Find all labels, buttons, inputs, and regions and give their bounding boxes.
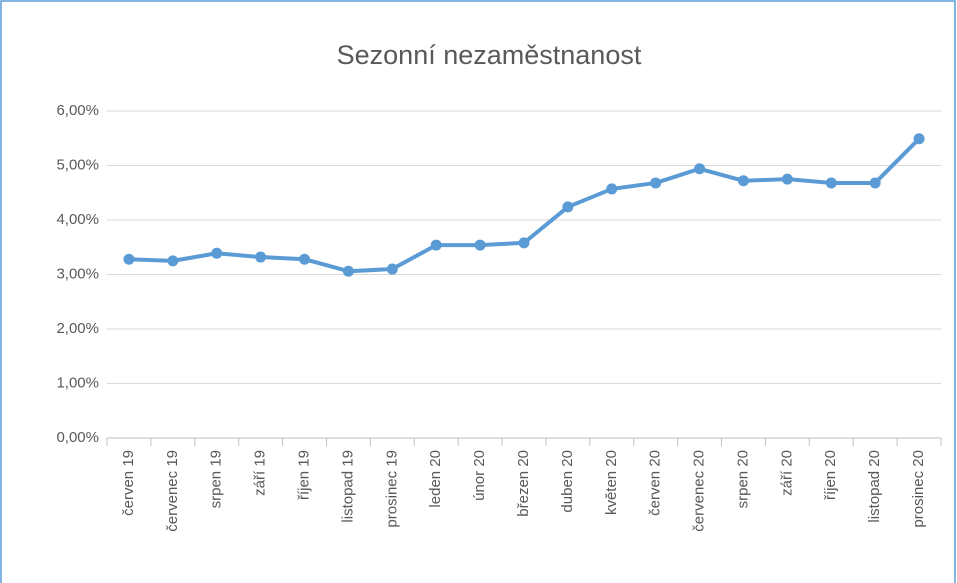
data-point: [737, 175, 749, 187]
x-tick-label: říjen 19: [295, 450, 312, 500]
data-point: [299, 253, 311, 265]
x-tick-label: listopad 20: [866, 450, 883, 523]
x-tick-label: červenec 20: [691, 450, 708, 532]
x-tick-label: květen 20: [603, 450, 620, 515]
x-tick-label: duben 20: [559, 450, 576, 513]
data-point: [342, 265, 354, 277]
data-point: [430, 239, 442, 251]
x-tick-label: červen 20: [647, 450, 664, 516]
data-point: [562, 201, 574, 213]
y-tick-label: 4,00%: [56, 211, 99, 228]
data-point: [123, 253, 135, 265]
data-point: [518, 237, 530, 249]
data-point: [606, 183, 618, 195]
data-point: [913, 133, 925, 145]
data-point: [869, 177, 881, 189]
data-point: [167, 255, 179, 267]
y-tick-label: 5,00%: [56, 156, 99, 173]
data-point: [474, 239, 486, 251]
y-tick-label: 6,00%: [56, 102, 99, 119]
y-tick-label: 3,00%: [56, 265, 99, 282]
x-tick-label: leden 20: [427, 450, 444, 508]
y-tick-label: 1,00%: [56, 374, 99, 391]
y-tick-label: 2,00%: [56, 320, 99, 337]
chart-title: Sezonní nezaměstnanost: [337, 40, 642, 70]
x-tick-label: únor 20: [471, 450, 488, 501]
x-tick-label: září 19: [252, 450, 269, 496]
data-point: [694, 163, 706, 175]
x-tick-label: říjen 20: [822, 450, 839, 500]
x-tick-label: srpen 19: [208, 450, 225, 508]
data-point: [650, 177, 662, 189]
x-tick-label: listopad 19: [339, 450, 356, 523]
x-tick-label: červenec 19: [164, 450, 181, 532]
data-point: [255, 251, 267, 263]
data-point: [781, 173, 793, 185]
data-point: [386, 263, 398, 275]
x-tick-label: září 20: [778, 450, 795, 496]
x-tick-label: prosinec 19: [383, 450, 400, 528]
x-tick-label: březen 20: [515, 450, 532, 517]
data-point: [825, 177, 837, 189]
x-tick-label: srpen 20: [734, 450, 751, 508]
x-tick-label: prosinec 20: [910, 450, 927, 528]
data-point: [211, 247, 223, 259]
x-tick-label: červen 19: [120, 450, 137, 516]
y-tick-label: 0,00%: [56, 429, 99, 446]
